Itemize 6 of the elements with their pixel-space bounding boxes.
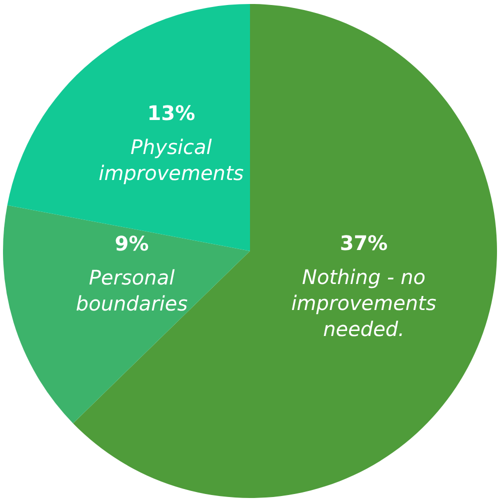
data-label: 37% [340, 231, 388, 256]
data-label: 13% [147, 100, 196, 125]
slice-label: Physical improvements [98, 134, 244, 185]
slice-label: Personal boundaries [76, 266, 188, 316]
slice-label: Nothing - no improvements needed. [291, 265, 436, 342]
data-label: 9% [114, 232, 149, 256]
